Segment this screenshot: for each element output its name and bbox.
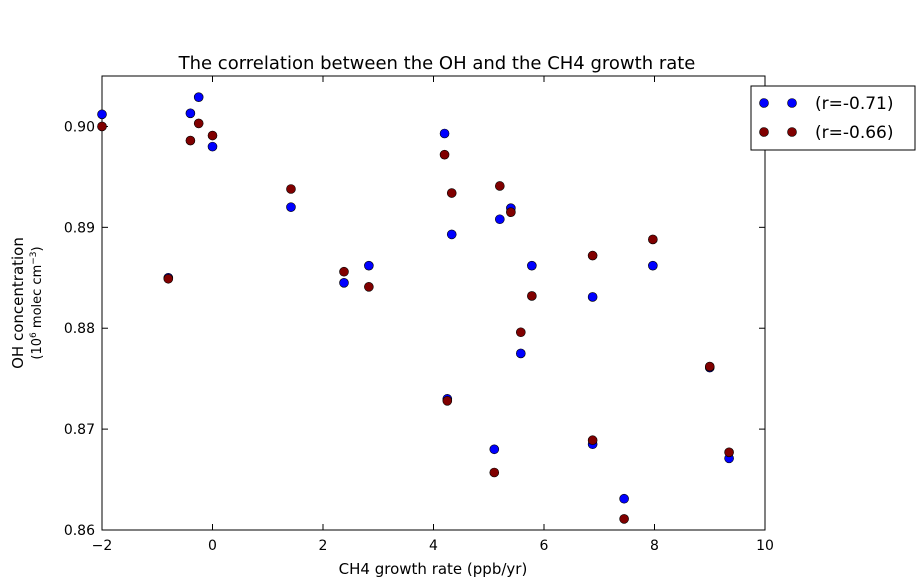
data-point-series-2 bbox=[446, 188, 457, 198]
data-point-series-1 bbox=[587, 292, 598, 302]
data-point-series-2 bbox=[619, 514, 629, 524]
y-tick-label: 0.90 bbox=[64, 119, 95, 135]
data-point-series-1 bbox=[339, 278, 349, 288]
data-point-series-2 bbox=[587, 250, 598, 261]
y-tick-label: 0.86 bbox=[64, 523, 95, 539]
data-points bbox=[97, 92, 734, 524]
x-tick-label: 0 bbox=[208, 538, 217, 554]
data-point-series-1 bbox=[364, 260, 374, 271]
data-point-series-2 bbox=[163, 273, 174, 284]
data-point-series-2 bbox=[193, 118, 204, 129]
data-point-series-2 bbox=[527, 291, 537, 301]
data-point-series-2 bbox=[494, 181, 505, 191]
data-point-series-1 bbox=[619, 493, 629, 504]
data-point-series-1 bbox=[648, 260, 658, 271]
data-point-series-2 bbox=[648, 234, 658, 245]
y-axis: 0.86 0.87 0.88 0.89 0.90 bbox=[64, 119, 765, 539]
x-tick-label: 8 bbox=[650, 538, 659, 554]
y-axis-label: OH concentration (106 molec cm−3) bbox=[9, 237, 45, 369]
data-point-series-1 bbox=[439, 128, 450, 139]
plot-frame bbox=[101, 75, 766, 531]
x-tick-label: 2 bbox=[319, 538, 328, 554]
y-tick-label: 0.87 bbox=[64, 422, 95, 438]
data-point-series-2 bbox=[724, 447, 734, 458]
data-point-series-1 bbox=[489, 444, 500, 455]
data-point-series-1 bbox=[286, 202, 296, 212]
data-point-series-2 bbox=[207, 130, 218, 141]
x-tick-label: −2 bbox=[92, 538, 113, 554]
legend: (r=-0.71) (r=-0.66) bbox=[750, 85, 916, 151]
data-point-series-2 bbox=[286, 184, 296, 194]
y-tick-label: 0.88 bbox=[64, 321, 95, 337]
x-axis-label: CH4 growth rate (ppb/yr) bbox=[339, 560, 528, 578]
legend-label-series-1: (r=-0.71) bbox=[815, 94, 893, 114]
data-point-series-2 bbox=[442, 396, 453, 406]
x-tick-label: 4 bbox=[429, 538, 438, 554]
data-point-series-2 bbox=[515, 327, 526, 338]
y-axis-label-line2: (106 molec cm−3) bbox=[29, 246, 45, 359]
data-point-series-2 bbox=[587, 435, 598, 446]
data-point-series-1 bbox=[527, 260, 537, 271]
data-point-series-1 bbox=[193, 92, 204, 102]
data-point-series-1 bbox=[515, 348, 526, 359]
legend-marker-series-2a bbox=[759, 127, 769, 137]
data-point-series-1 bbox=[494, 214, 505, 225]
legend-box bbox=[750, 85, 916, 151]
data-point-series-2 bbox=[489, 467, 500, 478]
data-point-series-1 bbox=[185, 108, 196, 119]
data-point-series-1 bbox=[97, 109, 107, 120]
data-point-series-2 bbox=[185, 135, 196, 146]
data-point-series-1 bbox=[446, 229, 457, 240]
data-point-series-2 bbox=[364, 282, 374, 292]
data-point-series-2 bbox=[339, 266, 349, 277]
legend-marker-series-1a bbox=[759, 98, 769, 108]
y-tick-label: 0.89 bbox=[64, 220, 95, 236]
data-point-series-2 bbox=[704, 361, 715, 372]
x-tick-label: 6 bbox=[540, 538, 549, 554]
legend-label-series-2: (r=-0.66) bbox=[815, 123, 893, 143]
data-point-series-2 bbox=[97, 121, 107, 132]
data-point-series-2 bbox=[439, 149, 450, 160]
chart-title: The correlation between the OH and the C… bbox=[178, 53, 696, 74]
x-tick-label: 10 bbox=[756, 538, 774, 554]
data-point-series-2 bbox=[506, 207, 516, 217]
legend-marker-series-1b bbox=[787, 98, 797, 108]
legend-marker-series-2b bbox=[787, 127, 797, 137]
data-point-series-1 bbox=[207, 141, 218, 152]
y-axis-label-line1: OH concentration bbox=[9, 237, 27, 369]
x-axis: −2 0 2 4 6 8 10 bbox=[92, 76, 774, 554]
